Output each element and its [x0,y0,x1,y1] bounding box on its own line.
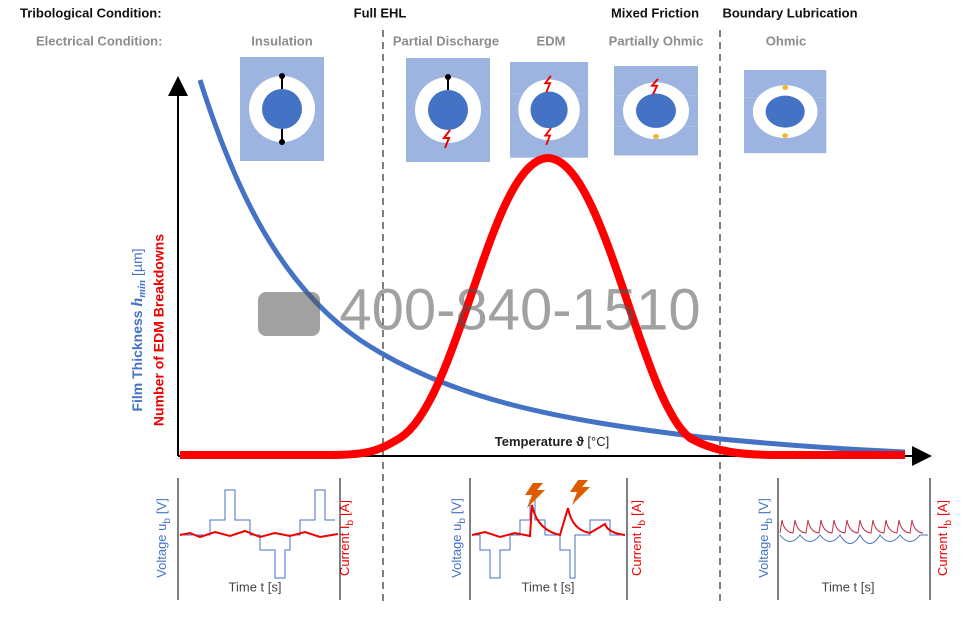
state: Partial Discharge [393,33,499,48]
current-trace [179,529,339,539]
regime: Mixed Friction [611,5,699,20]
watermark: 400-840-1510 [258,277,701,342]
time-label: Time t [s] [822,579,875,594]
spark-icon [525,483,545,508]
text: [°C] [587,434,609,449]
spark-icon [570,480,590,505]
text: [A] [337,500,352,516]
text: Voltage u [154,524,169,578]
panel [777,478,931,600]
electrical-label: Electrical Condition: [36,33,162,48]
voltage-label: Voltage ub [V] [449,498,467,578]
voltage-label: Voltage ub [V] [756,498,774,578]
text: b [162,518,173,524]
bearing-icon [744,70,827,154]
bearing-icon [406,58,490,162]
text: [A] [629,500,644,516]
text: Voltage u [449,524,464,578]
tribological-label: Tribological Condition: [20,5,162,20]
text: b [943,519,954,525]
bearing-icon [240,57,324,161]
state: Insulation [251,33,312,48]
text: b [457,518,468,524]
x-axis-title: Temperature ϑ [°C] [495,434,609,449]
text: h [129,298,146,307]
text: ϑ [576,434,584,449]
regime: Boundary Lubrication [722,5,857,20]
text: Temperature [495,434,573,449]
y2-axis-title: Number of EDM Breakdowns [151,234,167,426]
current-trace [471,504,626,539]
text: [V] [449,498,464,514]
state: Ohmic [766,33,806,48]
y-axis-title: Film Thickness hmin [µm] [129,248,149,411]
voltage-trace [180,489,335,579]
text: b [764,518,775,524]
current-label: Current Ib [A] [337,500,355,576]
text: [V] [756,498,771,514]
text: [A] [935,500,950,516]
text: [V] [154,498,169,514]
text: Current I [629,525,644,576]
bearing-icon [510,62,589,158]
panel [177,478,341,600]
current-trace [779,519,924,534]
film-thickness-curve [197,79,906,455]
text: min [136,280,148,298]
current-label: Current Ib [A] [935,500,953,576]
edm-curve [180,153,905,459]
text: [µm] [129,248,145,276]
time-label: Time t [s] [522,579,575,594]
bearing-icon [614,66,698,156]
text: Film Thickness [129,310,145,411]
voltage-trace [472,499,625,579]
text: Current I [935,525,950,576]
current-label: Current Ib [A] [629,500,647,576]
regime: Full EHL [354,5,407,20]
state: Partially Ohmic [609,33,704,48]
text: Voltage u [756,524,771,578]
time-label: Time t [s] [229,579,282,594]
state: EDM [537,33,566,48]
text: b [637,519,648,525]
voltage-trace [779,534,928,544]
panel [469,478,628,600]
text: Current I [337,525,352,576]
voltage-label: Voltage ub [V] [154,498,172,578]
text: b [345,519,356,525]
watermark-text: 400-840-1510 [339,277,700,342]
